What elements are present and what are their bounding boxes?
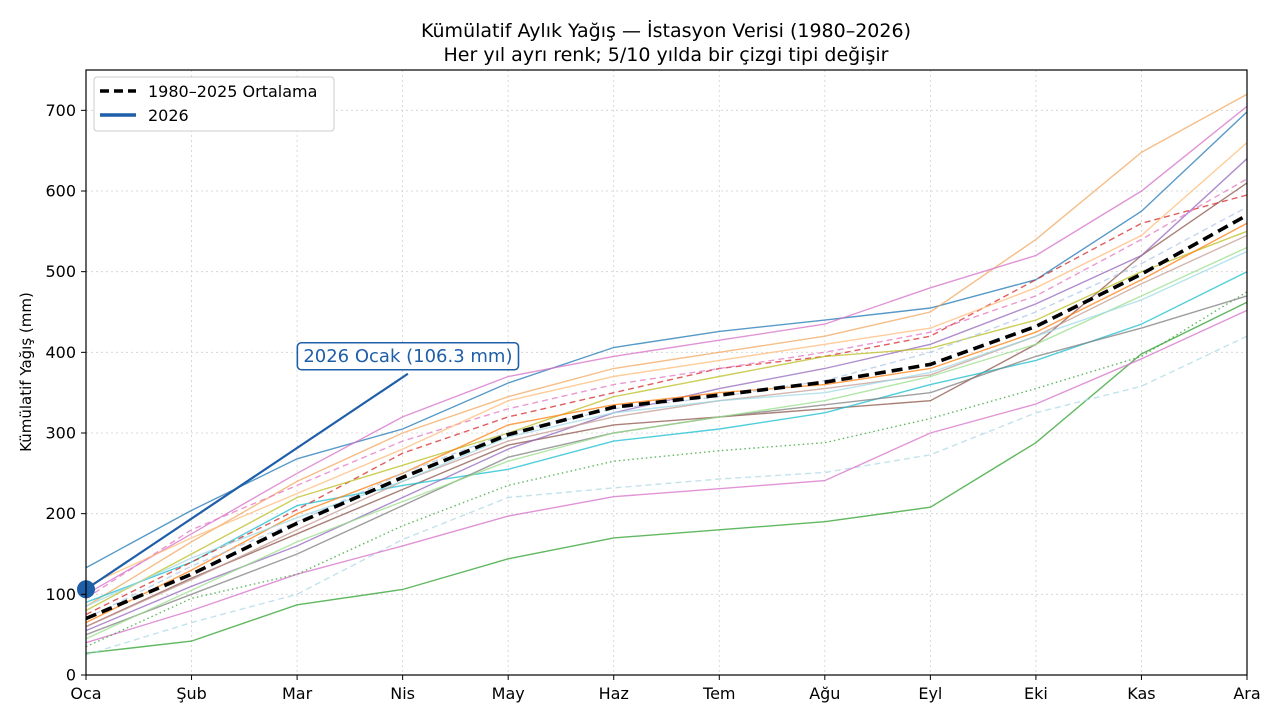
y-tick-label: 200: [45, 504, 76, 523]
y-tick-label: 700: [45, 101, 76, 120]
plot-frame: [85, 69, 1248, 676]
axis-layer: Oca Şub Mar Nis May Haz Tem Ağu Eyl Eki Kas Ara 0 100…: [45, 101, 1260, 703]
series-line-s20: [85, 250, 1248, 608]
annotation-box: [296, 341, 520, 371]
annotation-arrow: [85, 372, 409, 591]
x-tick-label: Eyl: [918, 684, 942, 703]
x-tick-label: Şub: [176, 684, 206, 703]
series-line-s3: [85, 309, 1248, 644]
y-tick-label: 100: [45, 585, 76, 604]
legend: 1980–2025 Ortalama 2026: [93, 76, 335, 132]
series-line-s12: [85, 230, 1248, 612]
series-line-s13: [85, 222, 1248, 624]
series-line-s2: [85, 335, 1248, 656]
series-line-s19: [85, 234, 1248, 628]
annotation-text: 2026 Ocak (106.3 mm): [303, 346, 512, 367]
y-tick-label: 600: [45, 182, 76, 201]
chart-title: Kümülatif Aylık Yağış — İstasyon Verisi …: [421, 19, 911, 42]
x-tick-label: Kas: [1127, 684, 1155, 703]
x-tick-label: Nis: [390, 684, 415, 703]
average-layer: [85, 213, 1248, 621]
legend-label: 2026: [148, 106, 189, 125]
y-tick-label: 400: [45, 343, 76, 362]
x-tick-label: Mar: [282, 684, 313, 703]
x-tick-label: Ağu: [809, 684, 840, 703]
average-line: [85, 213, 1248, 621]
series-layer: [85, 93, 1248, 656]
legend-label: 1980–2025 Ortalama: [148, 82, 317, 101]
y-tick-label: 300: [45, 424, 76, 443]
series-line-s5: [85, 93, 1248, 607]
series-line-s4: [85, 111, 1248, 569]
x-tick-label: Eki: [1024, 684, 1048, 703]
y-tick-label: 500: [45, 262, 76, 281]
legend-frame: [93, 76, 335, 132]
x-tick-label: Haz: [599, 684, 629, 703]
series-line-s6: [85, 105, 1248, 595]
series-line-s16: [85, 246, 1248, 640]
x-tick-label: May: [492, 684, 525, 703]
x-tick-label: Oca: [70, 684, 101, 703]
chart-subtitle: Her yıl ayrı renk; 5/10 yılda bir çizgi …: [444, 44, 889, 66]
x-tick-label: Tem: [702, 684, 735, 703]
y-axis-label: Kümülatif Yağış (mm): [17, 292, 35, 452]
series-line-s18: [85, 142, 1248, 587]
series-line-s8: [85, 271, 1248, 604]
series-line-s1: [85, 301, 1248, 654]
y-tick-label: 0: [66, 666, 76, 685]
x-tick-label: Ara: [1233, 684, 1260, 703]
series-line-s15: [85, 178, 1248, 599]
